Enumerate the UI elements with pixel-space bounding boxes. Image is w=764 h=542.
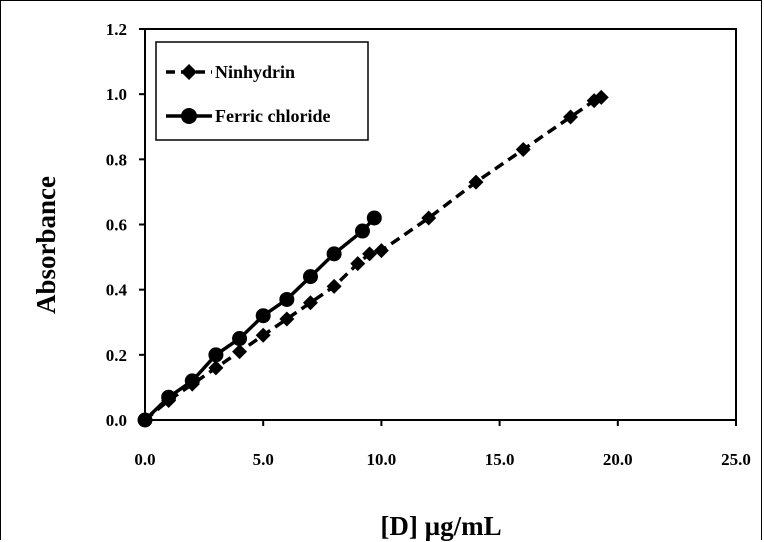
- legend-marker-ninhydrin: [181, 64, 197, 80]
- data-point-ninhydrin: [373, 243, 389, 259]
- legend-label-ninhydrin: Ninhydrin: [215, 62, 295, 82]
- data-point-ninhydrin: [468, 174, 484, 190]
- x-tick-label: 0.0: [134, 450, 155, 469]
- y-axis-ticks: 0.0 0.2 0.4 0.6 0.8 1.0 1.2: [106, 20, 145, 430]
- data-point-ninhydrin: [515, 142, 531, 158]
- y-tick-label: 0.4: [106, 281, 128, 300]
- x-tick-label: 20.0: [603, 450, 633, 469]
- data-point-ferric-chloride: [137, 412, 153, 428]
- data-point-ferric-chloride: [161, 389, 177, 405]
- legend: Ninhydrin Ferric chloride: [155, 41, 369, 141]
- y-tick-label: 0.6: [106, 216, 127, 235]
- data-point-ferric-chloride: [279, 291, 295, 307]
- legend-label-ferric-chloride: Ferric chloride: [215, 106, 330, 126]
- data-point-ferric-chloride: [302, 269, 318, 285]
- data-point-ninhydrin: [208, 360, 224, 376]
- y-axis-title: Absorbance: [31, 176, 61, 314]
- data-point-ninhydrin: [362, 246, 378, 262]
- data-point-ferric-chloride: [255, 308, 271, 324]
- data-point-ninhydrin: [255, 327, 271, 343]
- x-axis-ticks: 0.0 5.0 10.0 15.0 20.0 25.0: [134, 420, 751, 469]
- x-tick-label: 15.0: [485, 450, 515, 469]
- data-point-ferric-chloride: [354, 223, 370, 239]
- data-point-ninhydrin: [232, 344, 248, 360]
- y-tick-label: 0.2: [106, 346, 127, 365]
- data-point-ninhydrin: [326, 278, 342, 294]
- data-point-ferric-chloride: [232, 331, 248, 347]
- y-tick-label: 1.0: [106, 85, 127, 104]
- legend-box: [155, 41, 369, 141]
- data-point-ninhydrin: [593, 89, 609, 105]
- data-point-ninhydrin: [563, 109, 579, 125]
- data-point-ninhydrin: [350, 256, 366, 272]
- data-point-ferric-chloride: [366, 210, 382, 226]
- legend-marker-ferric-chloride: [181, 108, 197, 124]
- data-point-ferric-chloride: [184, 373, 200, 389]
- series-ferric-chloride: [137, 210, 382, 428]
- y-tick-label: 0.0: [106, 411, 127, 430]
- y-tick-label: 1.2: [106, 20, 127, 39]
- data-point-ferric-chloride: [326, 246, 342, 262]
- series-layer: [137, 89, 609, 428]
- x-tick-label: 25.0: [721, 450, 751, 469]
- data-point-ninhydrin: [302, 295, 318, 311]
- x-tick-label: 5.0: [253, 450, 274, 469]
- data-point-ferric-chloride: [208, 347, 224, 363]
- data-point-ninhydrin: [279, 311, 295, 327]
- x-tick-label: 10.0: [367, 450, 397, 469]
- y-tick-label: 0.8: [106, 150, 127, 169]
- x-axis-title: [D] µg/mL: [380, 511, 501, 541]
- data-point-ninhydrin: [421, 210, 437, 226]
